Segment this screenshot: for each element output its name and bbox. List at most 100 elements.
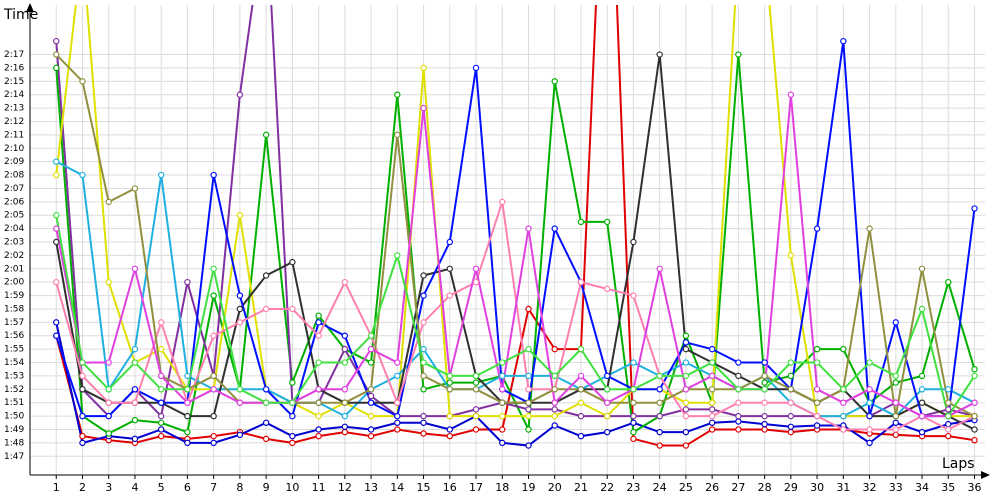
- x-tick-label: 26: [705, 481, 719, 494]
- point: [892, 426, 899, 433]
- point: [367, 386, 375, 393]
- point: [551, 399, 558, 406]
- point: [630, 399, 637, 406]
- point: [708, 386, 716, 393]
- point: [551, 78, 558, 85]
- point: [157, 171, 165, 179]
- point: [210, 412, 217, 420]
- point: [603, 285, 611, 293]
- point: [262, 305, 270, 313]
- y-tick-label: 2:00: [4, 278, 24, 288]
- series-line: [55, 5, 975, 447]
- point: [367, 392, 375, 400]
- point: [656, 428, 663, 436]
- y-tick-label: 2:10: [4, 144, 24, 154]
- point: [866, 426, 873, 433]
- point: [420, 64, 427, 72]
- x-tick-label: 11: [312, 481, 326, 494]
- x-tick-label: 1: [53, 481, 60, 494]
- point: [971, 366, 978, 373]
- x-tick-label: 21: [574, 481, 588, 494]
- point: [446, 386, 453, 393]
- y-tick-label: 2:14: [4, 90, 24, 100]
- point: [577, 278, 585, 286]
- point: [262, 399, 270, 406]
- point: [813, 345, 821, 353]
- y-tick-label: 2:09: [4, 157, 24, 167]
- point: [53, 37, 60, 45]
- point: [210, 292, 217, 299]
- point: [53, 238, 60, 246]
- y-tick-label: 1:47: [4, 452, 24, 462]
- point: [813, 399, 821, 406]
- point: [157, 345, 165, 353]
- point: [157, 319, 165, 326]
- point: [577, 432, 585, 440]
- point: [787, 399, 795, 406]
- point: [866, 386, 873, 393]
- point: [630, 428, 637, 436]
- point: [551, 406, 558, 413]
- point: [131, 265, 139, 272]
- y-tick-label: 2:05: [4, 211, 24, 221]
- point: [682, 332, 690, 339]
- point: [682, 372, 690, 380]
- point: [79, 412, 86, 420]
- point: [577, 218, 585, 226]
- point: [656, 399, 663, 406]
- point: [499, 359, 506, 366]
- point: [708, 406, 716, 413]
- point: [53, 158, 60, 165]
- point: [682, 386, 690, 393]
- point: [472, 379, 480, 386]
- point: [787, 91, 795, 98]
- point: [761, 359, 768, 366]
- point: [394, 359, 401, 366]
- x-tick-label: 6: [184, 481, 191, 494]
- point: [735, 372, 742, 380]
- point: [918, 372, 926, 380]
- point: [210, 439, 217, 447]
- point: [603, 218, 611, 226]
- point: [892, 412, 899, 420]
- point: [761, 412, 768, 420]
- point: [236, 212, 244, 219]
- point: [735, 359, 742, 366]
- point: [184, 386, 191, 393]
- point: [761, 420, 768, 428]
- x-tick-label: 25: [679, 481, 693, 494]
- point: [787, 359, 795, 366]
- y-tick-label: 1:57: [4, 318, 24, 328]
- x-tick-label: 14: [390, 481, 404, 494]
- point: [262, 419, 270, 426]
- point: [315, 399, 322, 406]
- point: [105, 399, 112, 406]
- series-line: [55, 215, 976, 419]
- point: [79, 386, 86, 393]
- point: [682, 339, 690, 346]
- y-tick-label: 2:01: [4, 264, 24, 274]
- series-line: [55, 94, 975, 418]
- point: [53, 319, 60, 326]
- point: [840, 399, 847, 406]
- point: [105, 412, 112, 420]
- point: [367, 412, 375, 420]
- x-tick-label: 35: [941, 481, 955, 494]
- point: [236, 305, 244, 313]
- point: [210, 332, 217, 339]
- point: [577, 399, 585, 406]
- point: [184, 439, 191, 447]
- series-line: [55, 201, 975, 431]
- point: [446, 265, 453, 272]
- point: [787, 372, 795, 380]
- point: [420, 359, 427, 366]
- point: [682, 399, 690, 406]
- point: [630, 435, 637, 443]
- point: [525, 412, 532, 420]
- point: [945, 278, 952, 286]
- point: [289, 439, 296, 447]
- point: [157, 386, 165, 393]
- point: [708, 412, 716, 420]
- point: [892, 399, 899, 406]
- point: [289, 432, 296, 440]
